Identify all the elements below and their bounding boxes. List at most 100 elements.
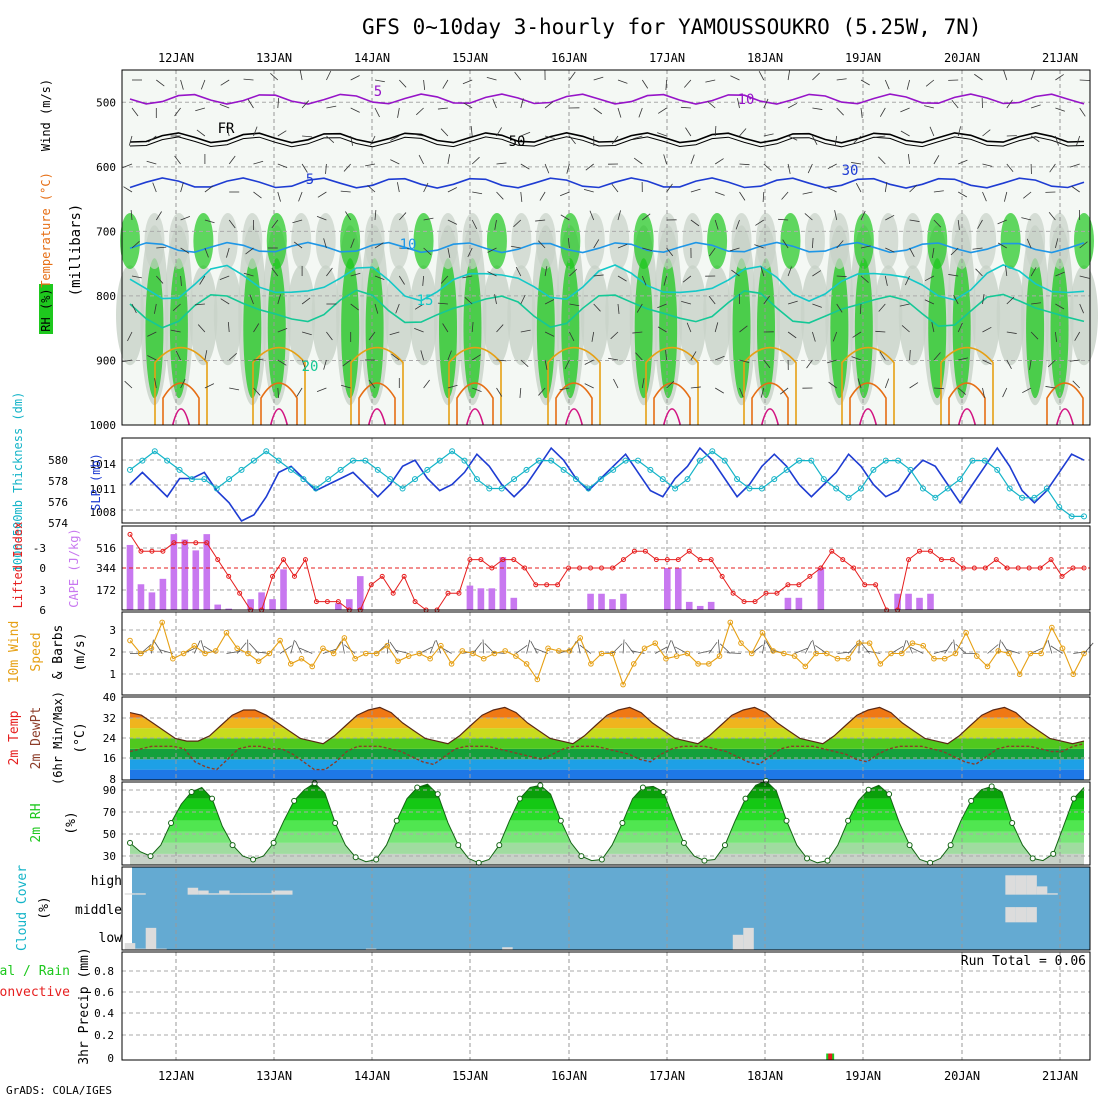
wind-barb [496,359,507,362]
lifted-index-point [653,557,659,563]
wind-barb [423,247,432,255]
wind-barb [608,357,619,361]
wind-barb [494,294,497,305]
wind-barb-10m [910,647,924,654]
wind-barb [323,359,327,370]
wind-barb [277,387,280,398]
thickness-tick-label: 578 [48,475,68,488]
thickness-point [771,476,778,483]
wind-barb [760,266,765,277]
wind-barb [326,135,335,143]
wind-barb [933,387,944,390]
cape-bar [916,597,923,610]
wind-speed-point [920,642,927,649]
wind-speed-point [1081,650,1087,657]
wind-barb [544,163,550,174]
wind-barb [301,163,308,173]
cape-bar [269,599,276,610]
wind-barb [174,107,181,117]
warm-isotherm-dome [154,346,208,425]
cloud-bar [240,893,251,895]
thickness-point [981,457,988,464]
wind-barb [900,107,910,113]
thickness-point [288,466,295,473]
wind-barb-10m [906,640,913,654]
rh-moist-region [365,258,384,399]
wind-barb [584,383,594,389]
wind-speed-point [352,655,358,662]
wind-barb [277,163,288,168]
wind-speed-point [641,645,648,652]
wind-barb [657,107,667,114]
wind-barb [464,297,473,305]
wind-barb [1072,380,1080,389]
thickness-point [994,466,1001,473]
wind-barb [1055,331,1058,342]
rh-moist-region [341,258,360,399]
wind-barb [1030,331,1039,340]
thickness-point [300,476,307,483]
wind-barb [879,107,886,117]
thickness-tick-label: 580 [48,454,68,467]
wind-barb [875,330,886,333]
wind-barb [812,72,820,81]
wind-speed-point [405,653,412,659]
wind-axis-label: Wind (m/s) [39,79,53,151]
wind-barb [884,378,890,389]
wind-barb-10m [794,647,808,654]
wind-barb [684,79,692,88]
cape-tick-label: 516 [96,542,116,555]
rh-band [130,798,1084,810]
wind-barb [539,191,546,201]
wind-barb-10m [279,645,292,654]
rh-point [557,817,564,824]
lifted-index-point [829,548,835,554]
wind-barb [462,79,473,85]
wind-barb [180,378,186,389]
thickness-point [932,494,939,501]
rh-midlevel-region [1074,213,1094,270]
lifted-index-point [840,557,846,563]
wind-barb [974,73,983,81]
wind-speed-point [909,640,916,646]
wind-barb [496,162,507,165]
wind-barb [131,275,142,279]
wind-barb [1070,163,1080,168]
wind-barb [340,384,351,389]
wind-barb [827,359,837,364]
wind-barb [345,211,352,221]
wind-barb [247,99,254,109]
wind-barb-10m [804,640,813,654]
thickness-tick-label: 576 [48,496,68,509]
wind-barb [390,159,400,165]
wind-barb [812,135,818,146]
thickness-point [758,485,765,492]
wind-barb [855,182,862,193]
thickness-point [746,485,753,492]
cape-bar [214,604,222,610]
warm-isotherm-dome [751,382,789,425]
wind-speed-point [1038,650,1044,657]
wind-barb [924,275,935,282]
wind-barb [520,98,524,109]
wind-speed-point [480,655,487,662]
warm-isotherm-dome [849,382,887,425]
warm-isotherm-dome [645,346,699,425]
lifted-index-point [566,565,572,571]
wind-barb-10m [299,647,313,654]
lifted-index-point [906,557,912,563]
wind-barb [812,237,814,249]
thickness-point [1006,485,1013,492]
wind-barb [860,275,869,283]
wind-barb [860,79,870,86]
wind-barb [804,213,813,221]
wind-barb [958,159,968,165]
wind-barb [226,247,230,258]
wind-barb [617,303,620,314]
cape-bar [784,597,792,610]
warm-isotherm-dome [948,382,986,425]
wind-barb [708,247,716,257]
warm-isotherm-dome [172,408,190,425]
wind-speed-point [148,645,155,652]
wind-speed-point [309,663,316,670]
